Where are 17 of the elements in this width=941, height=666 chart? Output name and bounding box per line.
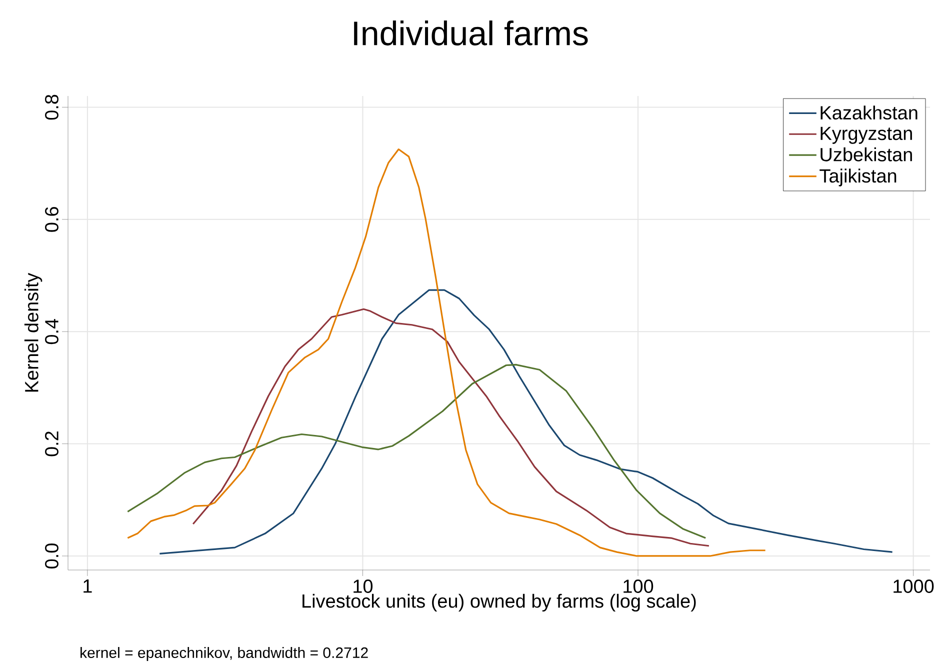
y-tick-label: 0.2 xyxy=(45,432,58,456)
legend-label: Kazakhstan xyxy=(820,106,918,120)
y-tick-label: 0.8 xyxy=(45,94,58,120)
legend-label: Tajikistan xyxy=(820,168,896,186)
text: kernel = epanechnikov, bandwidth = 0.2712 xyxy=(80,647,368,661)
y-tick-label: 0.6 xyxy=(45,207,58,232)
x-tick-label: 10 xyxy=(354,580,373,593)
chart-title: Individual farms xyxy=(354,20,588,46)
x-tick-label: 1000 xyxy=(894,580,934,593)
x-tick-label: 100 xyxy=(624,580,654,593)
y-axis-title: Kernel density xyxy=(24,272,42,392)
legend-label: Uzbekistan xyxy=(820,147,912,162)
x-axis-title: Livestock units (eu) owned by farms (log scale) xyxy=(302,594,696,612)
x-tick-label: 1 xyxy=(84,580,92,593)
legend-label: Kyrgyzstan xyxy=(820,126,912,144)
y-tick-label: 0.0 xyxy=(45,544,58,568)
y-tick-label: 0.4 xyxy=(45,318,58,344)
